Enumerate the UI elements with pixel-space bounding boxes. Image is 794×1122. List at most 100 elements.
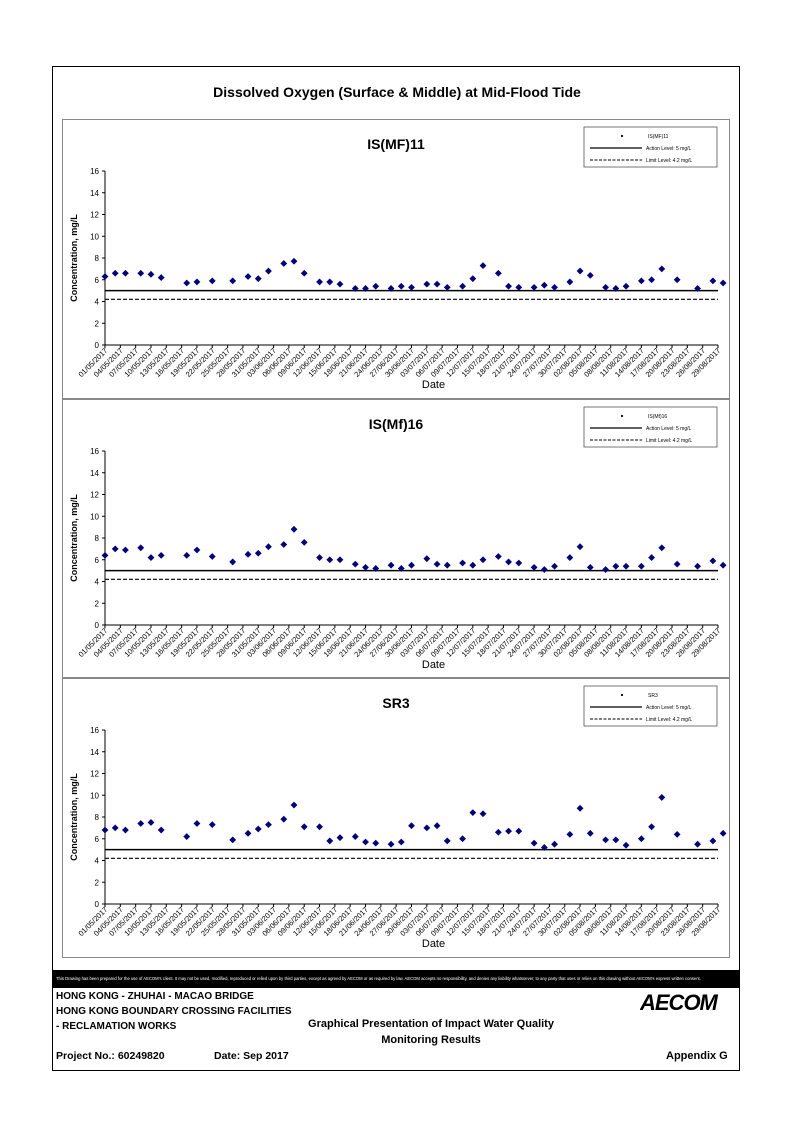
data-point bbox=[351, 285, 359, 292]
data-point bbox=[101, 273, 109, 280]
y-tick-label: 16 bbox=[90, 447, 99, 456]
data-point bbox=[300, 823, 308, 831]
x-axis-label: Date bbox=[422, 379, 445, 391]
chart-title: IS(Mf)16 bbox=[369, 416, 424, 432]
y-axis-label: Concentration, mg/L bbox=[69, 214, 79, 302]
data-point bbox=[244, 550, 252, 558]
data-point bbox=[280, 541, 288, 548]
data-point bbox=[530, 283, 538, 291]
drawing-heading-1: Graphical Presentation of Impact Water Q… bbox=[308, 1018, 554, 1030]
data-point bbox=[694, 840, 701, 848]
data-point bbox=[229, 558, 237, 566]
data-point bbox=[362, 285, 369, 292]
data-point bbox=[300, 269, 308, 277]
data-point bbox=[111, 269, 119, 277]
data-point bbox=[336, 280, 344, 288]
data-point bbox=[658, 265, 666, 273]
legend-marker-series bbox=[620, 693, 624, 697]
legend-label: Limit Level: 4.2 mg/L bbox=[646, 717, 692, 723]
data-point bbox=[709, 837, 717, 845]
data-point bbox=[494, 828, 502, 836]
data-point bbox=[408, 283, 415, 291]
data-point bbox=[397, 565, 405, 572]
data-point bbox=[612, 285, 620, 292]
data-point bbox=[459, 282, 466, 290]
data-point bbox=[122, 826, 129, 834]
chart-panel-2: IS(Mf)16 0 2 4 6 8 10 12 14 16 Concentration, mg/L… bbox=[62, 399, 730, 678]
data-point bbox=[290, 525, 298, 533]
data-point bbox=[208, 277, 216, 285]
chart-panel-1: IS(MF)11 0 2 4 6 8 10 12 14 16 Concentration, mg/L… bbox=[62, 119, 730, 399]
data-point bbox=[244, 829, 252, 837]
drawing-heading-2: Monitoring Results bbox=[381, 1034, 481, 1046]
data-point bbox=[280, 260, 288, 267]
data-point bbox=[372, 565, 380, 572]
data-point bbox=[147, 554, 155, 561]
data-point bbox=[673, 276, 681, 284]
data-point bbox=[408, 822, 415, 830]
data-point bbox=[254, 549, 262, 557]
data-point bbox=[719, 829, 727, 837]
y-tick-label: 8 bbox=[95, 254, 100, 263]
data-point bbox=[157, 552, 165, 559]
data-point bbox=[290, 801, 298, 809]
y-tick-label: 10 bbox=[90, 232, 99, 241]
data-point bbox=[602, 283, 610, 291]
data-point bbox=[566, 831, 574, 838]
y-axis-label: Concentration, mg/L bbox=[69, 773, 79, 861]
data-point bbox=[648, 554, 655, 561]
data-point bbox=[566, 554, 574, 561]
data-point bbox=[459, 835, 466, 843]
y-tick-label: 6 bbox=[95, 556, 100, 565]
data-point bbox=[351, 833, 359, 840]
drawing-frame bbox=[52, 66, 740, 1071]
data-point bbox=[193, 278, 201, 286]
data-point bbox=[351, 560, 359, 568]
legend-label: Limit Level: 4.2 mg/L bbox=[646, 158, 692, 164]
y-tick-label: 14 bbox=[90, 189, 99, 198]
data-point bbox=[316, 554, 323, 561]
chart-is-mf-16: IS(Mf)16 0 2 4 6 8 10 12 14 16 Concentration, mg/L… bbox=[69, 406, 727, 671]
data-point bbox=[316, 823, 323, 831]
data-point bbox=[254, 825, 262, 833]
data-point bbox=[443, 837, 451, 845]
data-point bbox=[576, 543, 584, 551]
data-point bbox=[622, 841, 630, 849]
y-tick-label: 14 bbox=[90, 469, 99, 478]
y-tick-label: 8 bbox=[95, 813, 100, 822]
data-point bbox=[505, 827, 512, 835]
data-point bbox=[551, 840, 558, 848]
data-point bbox=[137, 544, 145, 552]
data-point bbox=[408, 561, 415, 569]
project-line-1: HONG KONG - ZHUHAI - MACAO BRIDGE bbox=[56, 991, 254, 1002]
data-point bbox=[183, 552, 191, 559]
data-point bbox=[423, 280, 431, 288]
data-point bbox=[183, 279, 191, 287]
chart-title: SR3 bbox=[382, 695, 409, 711]
legend-label: Action Level: 5 mg/L bbox=[646, 146, 692, 152]
data-point bbox=[551, 283, 558, 291]
legend-marker-series bbox=[620, 414, 624, 418]
data-point bbox=[637, 835, 645, 843]
data-point bbox=[530, 563, 538, 571]
data-point bbox=[111, 824, 119, 832]
x-axis-label: Date bbox=[422, 659, 445, 671]
data-point bbox=[433, 822, 441, 830]
y-tick-label: 8 bbox=[95, 534, 100, 543]
y-tick-label: 14 bbox=[90, 748, 99, 757]
chart-title: IS(MF)11 bbox=[367, 136, 425, 152]
appendix-label: Appendix G bbox=[666, 1050, 728, 1062]
data-point bbox=[494, 553, 502, 560]
data-point bbox=[397, 838, 405, 846]
data-point bbox=[586, 272, 594, 279]
data-point bbox=[469, 561, 477, 569]
data-point bbox=[300, 538, 308, 546]
data-point bbox=[326, 556, 334, 564]
data-point bbox=[673, 831, 681, 838]
data-point bbox=[397, 282, 405, 290]
data-point bbox=[137, 269, 145, 277]
data-point bbox=[326, 278, 334, 286]
data-point bbox=[494, 269, 502, 277]
data-point bbox=[122, 546, 129, 554]
y-tick-label: 2 bbox=[95, 599, 100, 608]
